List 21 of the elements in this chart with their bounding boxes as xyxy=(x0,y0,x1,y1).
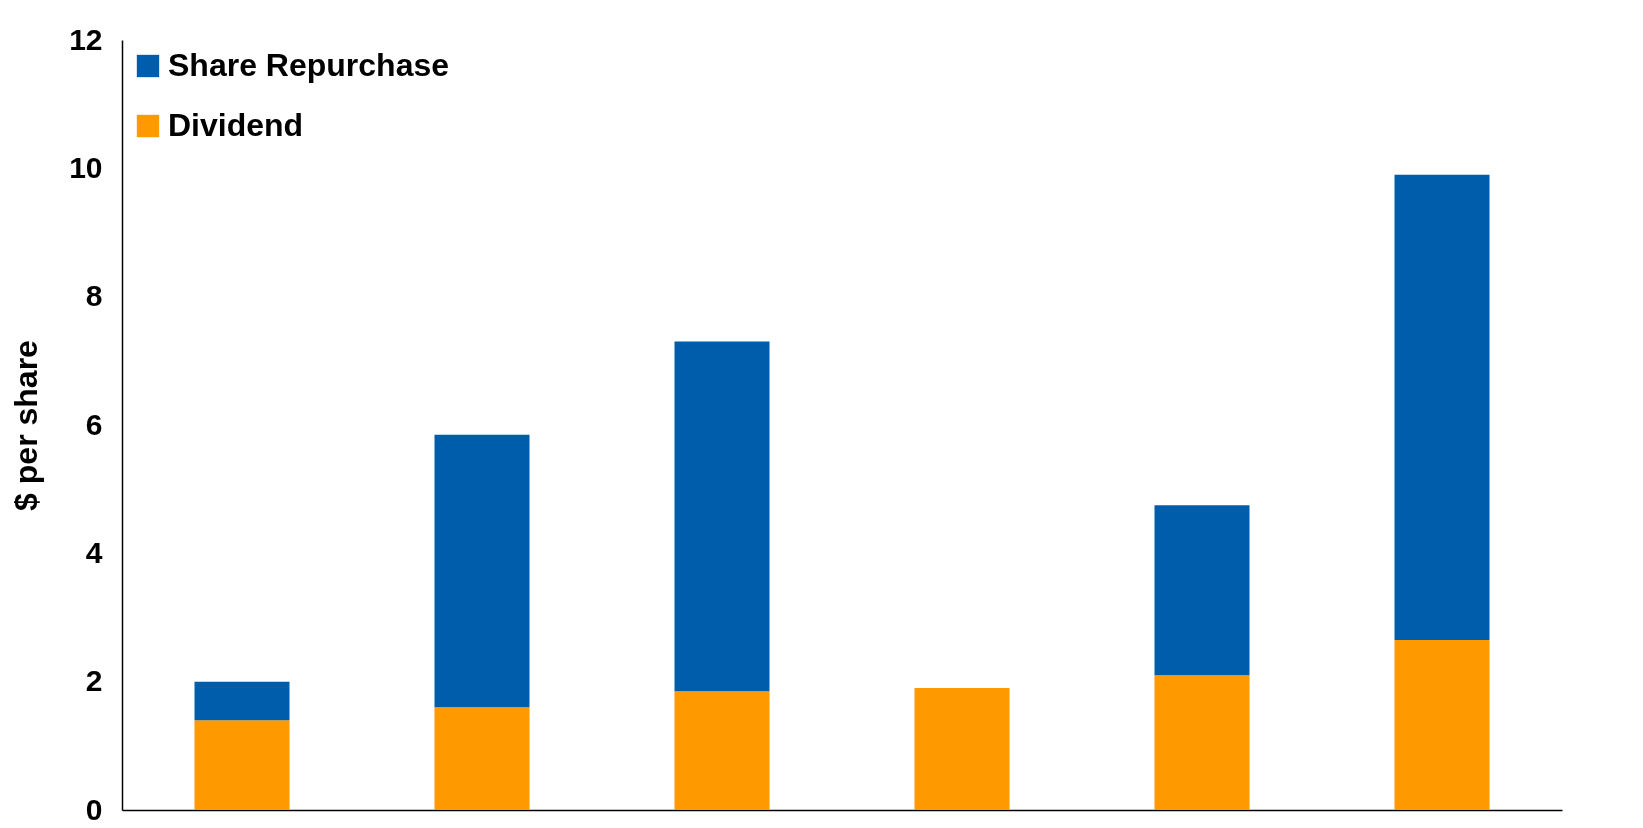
y-tick-label: 6 xyxy=(85,407,103,441)
y-tick-label: 4 xyxy=(85,535,103,569)
bar xyxy=(674,341,770,692)
y-tick-label: 12 xyxy=(69,22,103,56)
bar xyxy=(194,720,290,810)
legend-label: Dividend xyxy=(168,107,304,143)
y-tick-label: 0 xyxy=(85,792,103,826)
y-tick-label: 2 xyxy=(85,664,103,698)
y-tick-label: 10 xyxy=(69,150,103,184)
bar xyxy=(674,691,770,810)
bar xyxy=(1394,174,1490,640)
bar xyxy=(434,707,530,810)
bar xyxy=(1394,639,1490,810)
legend-label: Share Repurchase xyxy=(168,47,450,83)
bar xyxy=(1154,675,1250,810)
y-axis-title: $ per share xyxy=(8,340,45,511)
bar xyxy=(434,434,530,708)
bar xyxy=(194,681,290,721)
bar xyxy=(914,688,1010,810)
y-tick-label: 8 xyxy=(85,279,103,313)
bar xyxy=(1154,505,1250,676)
